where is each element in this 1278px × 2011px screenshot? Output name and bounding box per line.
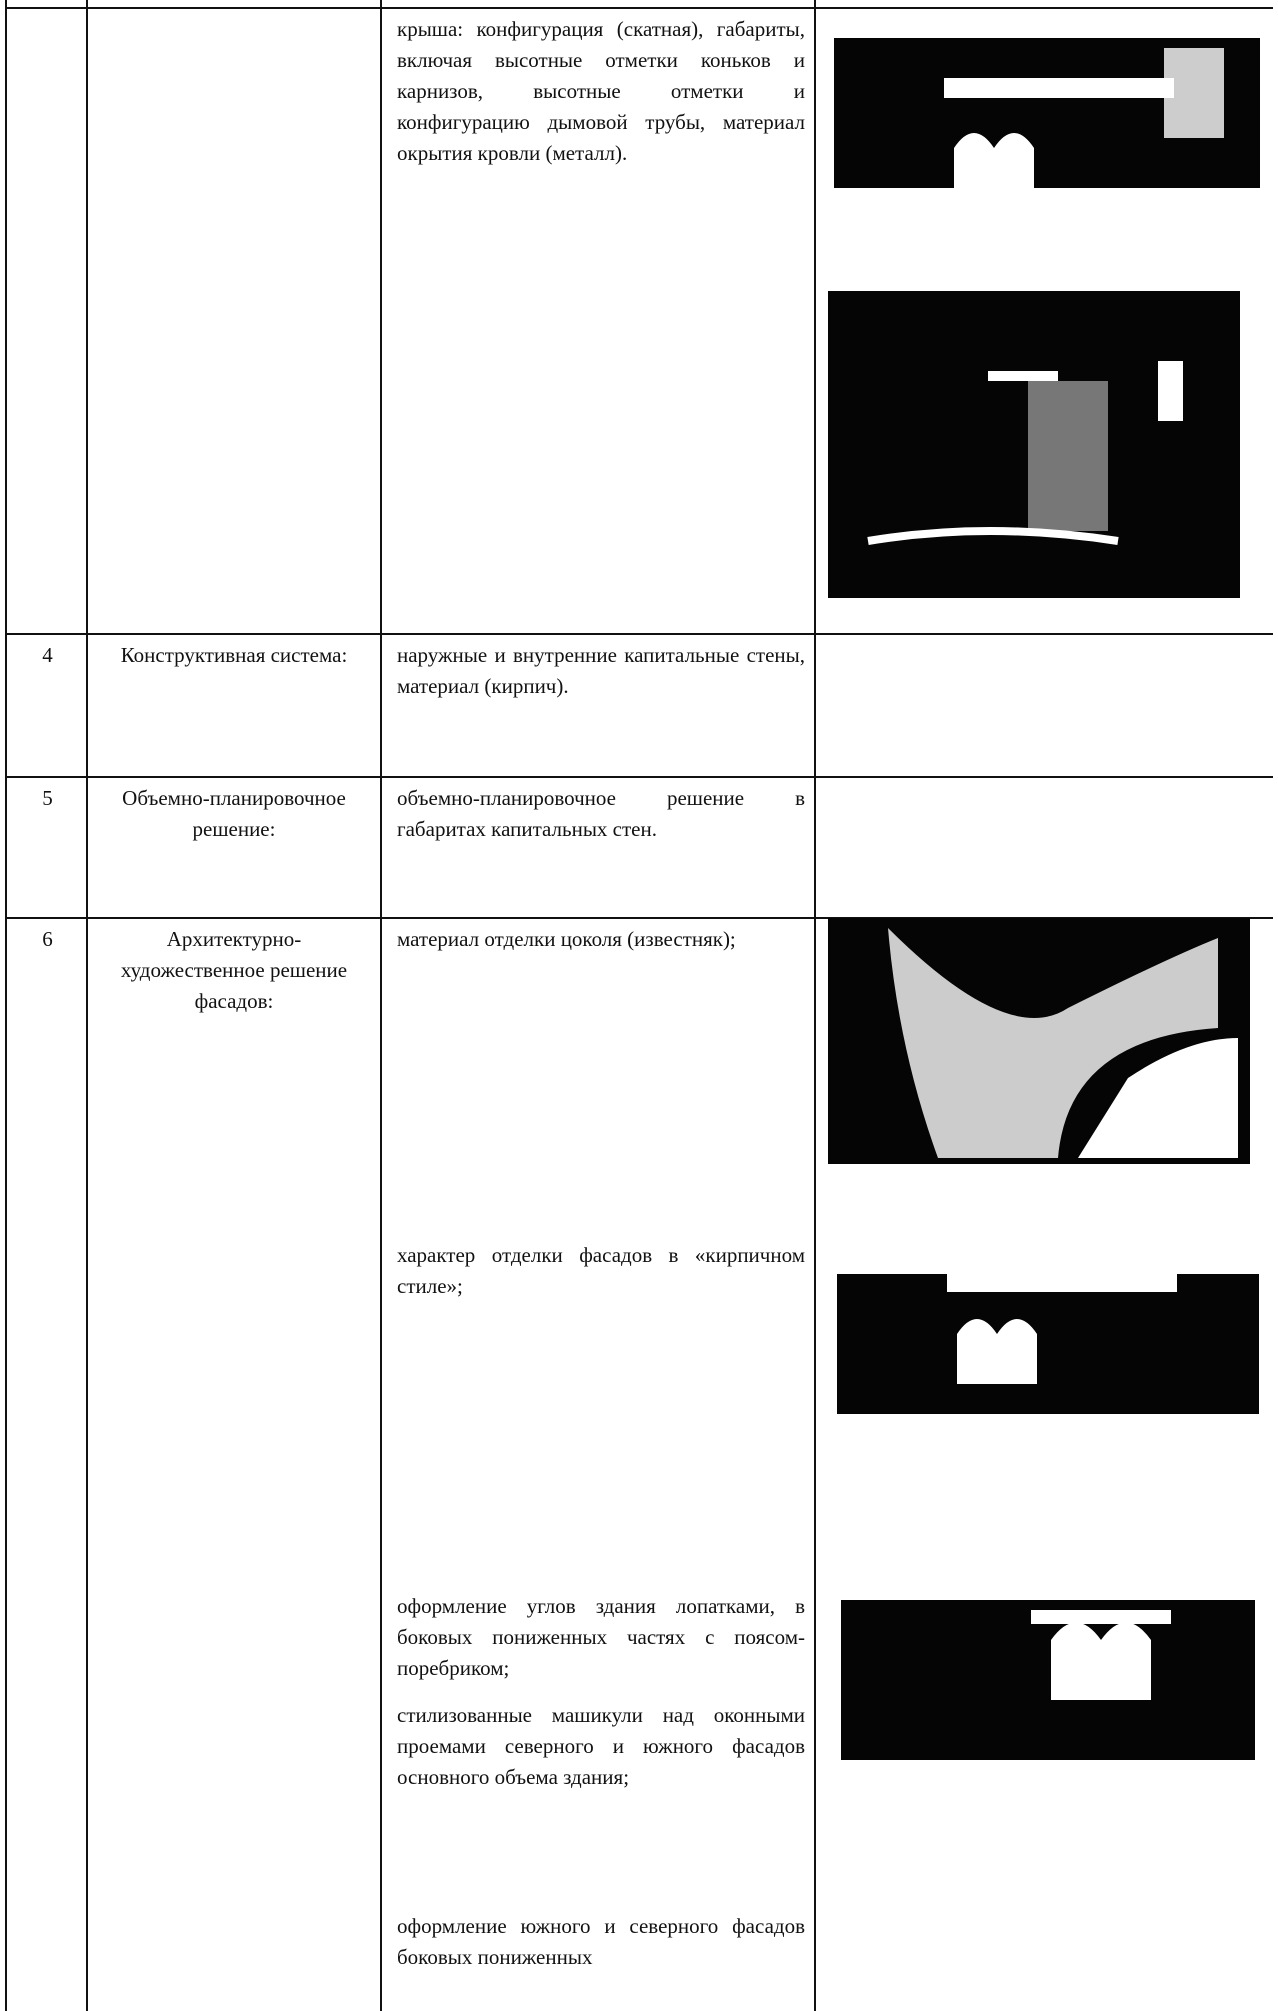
- row-name: Объемно-планировочное решение:: [122, 786, 346, 841]
- row-number: 5: [42, 786, 53, 810]
- row-name: Конструктивная система:: [120, 643, 348, 667]
- row-description: наружные и внутренние капитальные стены,…: [397, 643, 805, 698]
- row-description: оформление углов здания лопатками, в бок…: [397, 1594, 805, 1680]
- row-number: 4: [42, 643, 53, 667]
- row-description: оформление южного и северного фасадов бо…: [397, 1914, 805, 1969]
- row-description: объемно-планировочное решение в габарита…: [397, 786, 805, 841]
- photo: [828, 918, 1250, 1164]
- photo: [834, 38, 1260, 274]
- photo: [837, 1214, 1259, 1470]
- photo: [841, 1540, 1255, 1784]
- photo: [828, 291, 1240, 598]
- row-description: стилизованные машикули над оконными прое…: [397, 1703, 805, 1789]
- row-description: крыша: конфигурация (скатная), габариты,…: [397, 17, 805, 165]
- row-description: характер отделки фасадов в «кирпичном ст…: [397, 1243, 805, 1298]
- row-number: 6: [42, 927, 53, 951]
- row-description: материал отделки цоколя (известняк);: [397, 927, 736, 951]
- row-name: Архитектурно-художественное решение фаса…: [120, 927, 348, 1013]
